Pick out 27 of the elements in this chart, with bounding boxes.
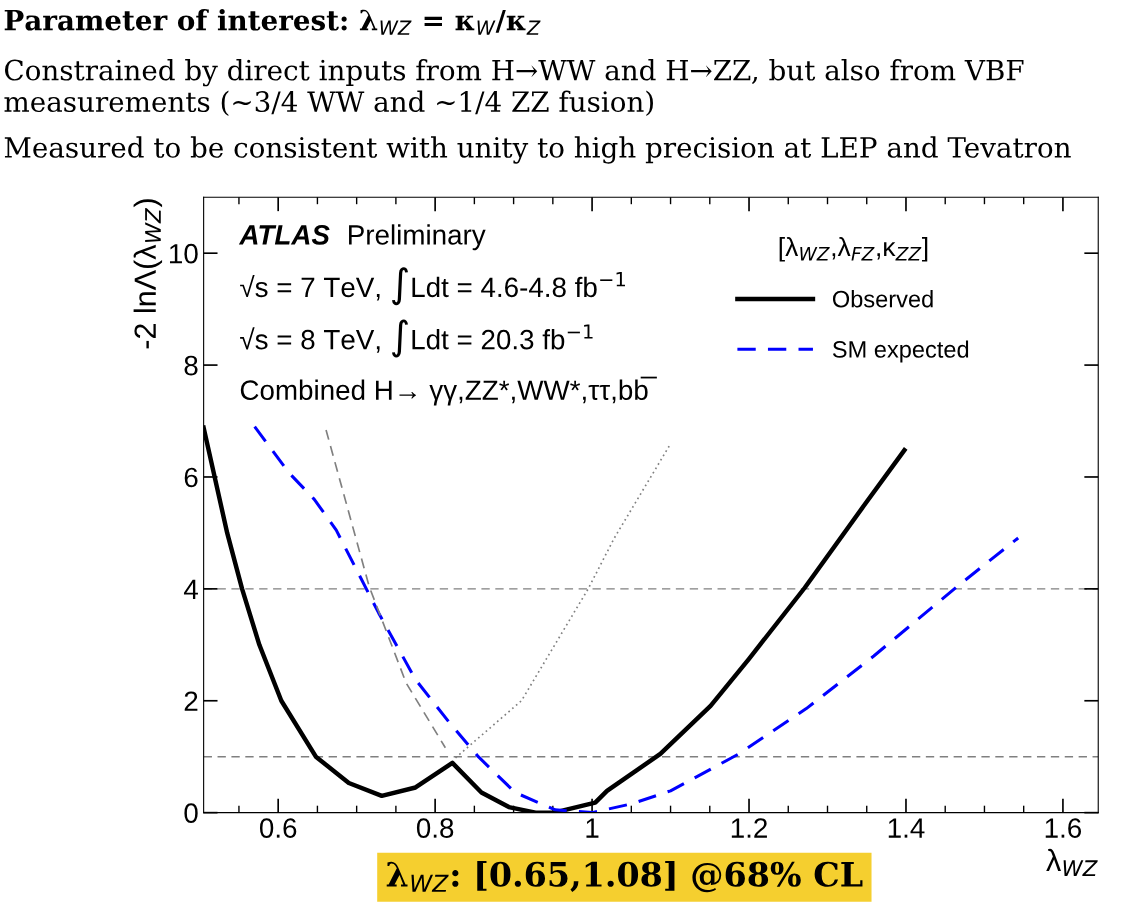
y-tick-label: 4 <box>183 579 198 599</box>
annotation: √s = 7 TeV, ∫Ldt = 4.6-4.8 fb$^{−1}$ <box>240 267 625 306</box>
annotation: Combined H→ γγ,ZZ*,WW*,ττ,bb̅ <box>240 376 657 406</box>
x-tick-label: 1.6 <box>1045 818 1082 838</box>
x-tick-label: 1.4 <box>888 818 925 838</box>
y-tick-label: 0 <box>184 803 198 823</box>
y-tick-label: 8 <box>184 355 198 376</box>
y-tick-label: 6 <box>184 467 198 488</box>
line-series <box>253 425 1020 813</box>
annotation: Preliminary <box>349 224 486 251</box>
x-tick-label: 0.6 <box>259 818 297 838</box>
annotation: √s = 8 TeV, ∫Ldt = 20.3 fb$^{−1}$ <box>240 319 593 358</box>
y-tick-label: 10 <box>169 243 198 264</box>
x-tick-label: 1 <box>586 818 599 838</box>
legend-title: [λ$_{WZ}$,λ$_{FZ}$,κ$_{ZZ}$] <box>779 236 928 262</box>
legend-label: SM expected <box>832 340 969 363</box>
x-tick-label: 0.8 <box>416 818 454 838</box>
text: Measured to be consistent with unity to high precision at LEP and Tevatron <box>4 136 1071 164</box>
x-axis-title: λ$_{WZ}$ <box>1046 848 1098 876</box>
text: Parameter of interest: λ$_{WZ}$ = κ$_{W}$/κ$_{Z}$ <box>4 9 541 35</box>
text: Constrained by direct inputs from H→WW and H→ZZ, but also from VBF measurements (~3/4 WW and ~1/4 ZZ fusion) <box>4 59 1024 117</box>
legend-label: Observed <box>832 290 933 308</box>
y-tick-label: 2 <box>184 691 198 711</box>
text: λ$_{WZ}$: [0.65,1.08] @68% CL <box>386 861 863 893</box>
x-tick-label: 1.2 <box>731 818 767 838</box>
annotation: ATLAS <box>238 225 330 245</box>
y-axis-title: -2 lnΛ(λ$_{WZ}$) <box>133 199 163 349</box>
